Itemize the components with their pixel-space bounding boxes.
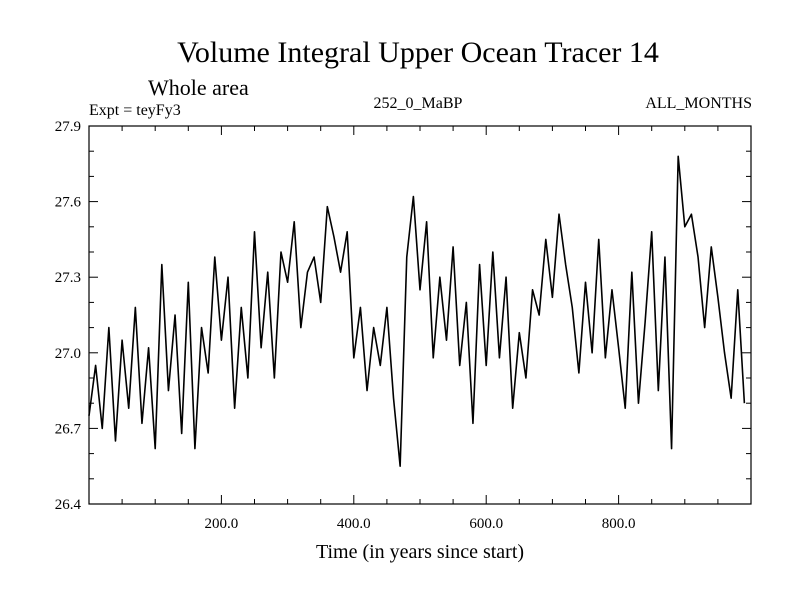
y-tick-label: 26.7 xyxy=(55,421,82,437)
x-tick-label: 600.0 xyxy=(469,516,503,532)
x-tick-label: 400.0 xyxy=(337,516,371,532)
series-layer xyxy=(88,155,746,468)
plot-frame xyxy=(88,125,752,505)
y-tick-label: 26.4 xyxy=(55,497,82,513)
y-tick-label: 27.3 xyxy=(55,270,81,286)
y-tick-label: 27.0 xyxy=(55,346,81,362)
y-tick-label: 27.6 xyxy=(55,195,82,211)
experiment-label: Expt = teyFy3 xyxy=(89,102,181,119)
axis-tick-labels: 200.0 400.0 600.0 800.0 26.4 26.7 27.0 27.3 27.6… xyxy=(55,119,636,532)
chart-subtitle: Whole area xyxy=(148,75,249,100)
months-label: ALL_MONTHS xyxy=(645,95,752,112)
x-axis-label: Time (in years since start) xyxy=(316,541,524,563)
chart-title: Volume Integral Upper Ocean Tracer 14 xyxy=(177,36,659,69)
axis-ticks xyxy=(89,126,751,504)
x-tick-label: 800.0 xyxy=(602,516,636,532)
run-label: 252_0_MaBP xyxy=(374,95,463,112)
series-line xyxy=(88,155,746,468)
x-tick-label: 200.0 xyxy=(205,516,239,532)
y-tick-label: 27.9 xyxy=(55,119,81,135)
